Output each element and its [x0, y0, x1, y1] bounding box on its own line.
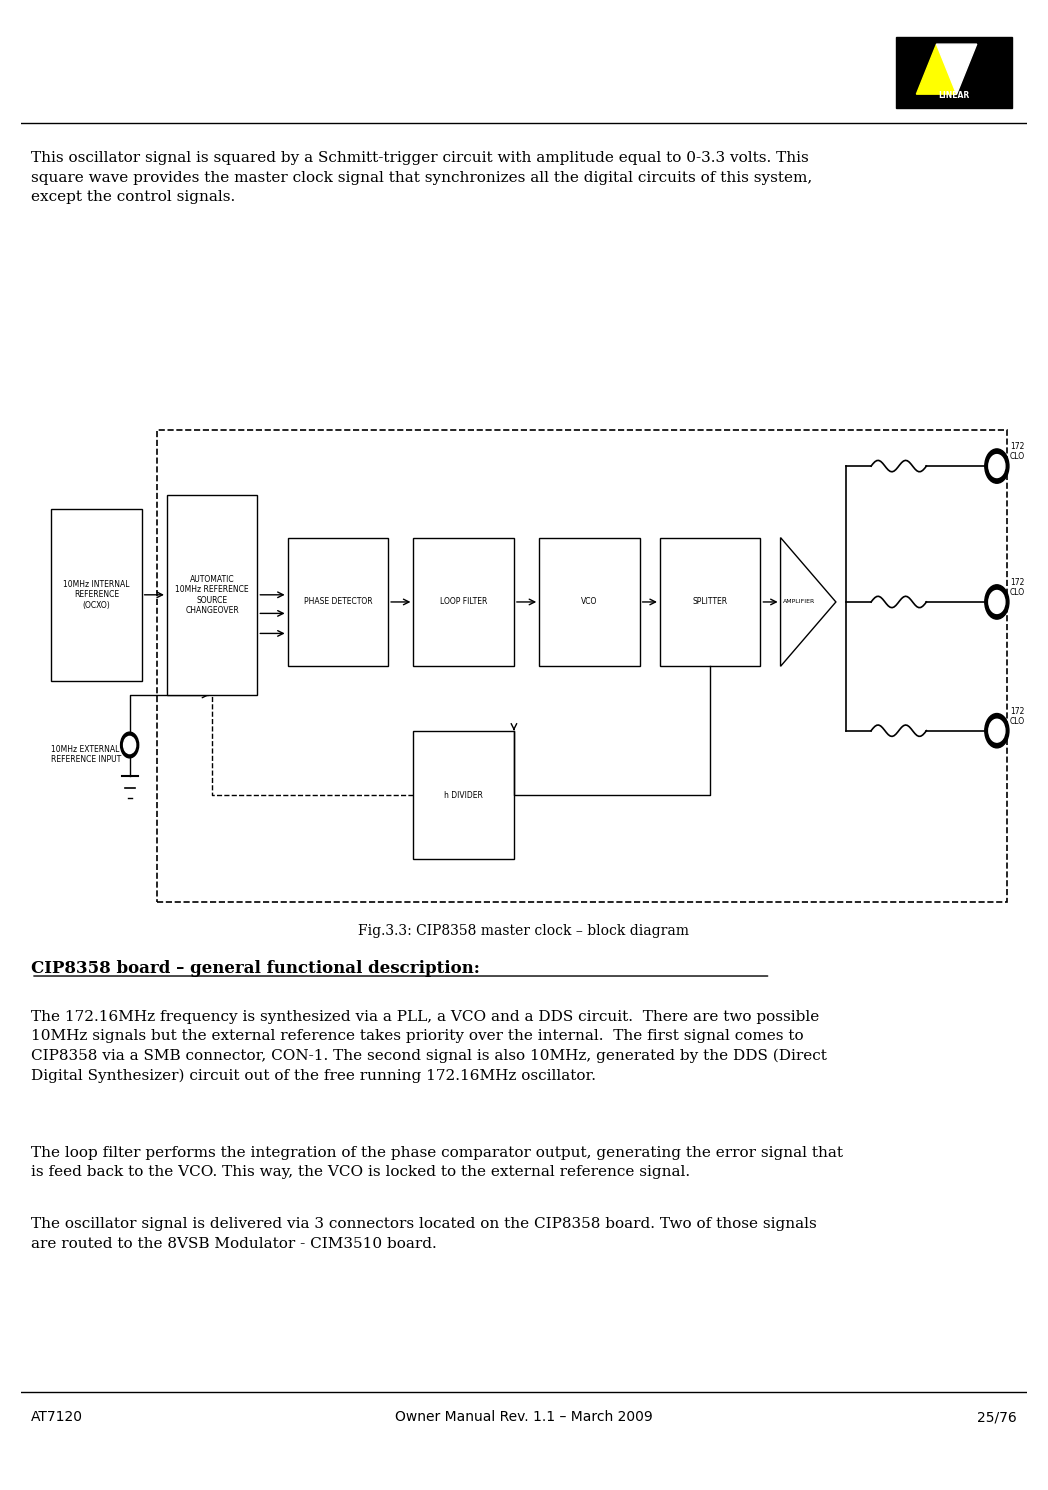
Text: The 172.16MHz frequency is synthesized via a PLL, a VCO and a DDS circuit.  Ther: The 172.16MHz frequency is synthesized v…	[31, 1010, 827, 1083]
Text: AT7120: AT7120	[31, 1410, 83, 1424]
Polygon shape	[937, 45, 977, 94]
Circle shape	[121, 732, 138, 758]
Circle shape	[989, 720, 1005, 742]
Text: PHASE DETECTOR: PHASE DETECTOR	[304, 597, 372, 606]
Text: Fig.3.3: CIP8358 master clock – block diagram: Fig.3.3: CIP8358 master clock – block di…	[358, 924, 690, 937]
Text: 10MHz EXTERNAL
REFERENCE INPUT: 10MHz EXTERNAL REFERENCE INPUT	[51, 745, 122, 764]
Text: LOOP FILTER: LOOP FILTER	[440, 597, 487, 606]
Bar	[51, 510, 141, 681]
Text: 25/76: 25/76	[977, 1410, 1017, 1424]
Text: 172
CLO: 172 CLO	[1010, 578, 1025, 597]
Circle shape	[985, 714, 1009, 748]
Text: Owner Manual Rev. 1.1 – March 2009: Owner Manual Rev. 1.1 – March 2009	[395, 1410, 653, 1424]
Bar	[660, 538, 761, 666]
Polygon shape	[916, 45, 957, 94]
Bar	[896, 37, 1012, 109]
Bar	[287, 538, 388, 666]
Bar	[539, 538, 639, 666]
Bar	[413, 730, 514, 860]
Bar	[167, 495, 258, 694]
Text: VCO: VCO	[582, 597, 597, 606]
Text: 10MHz INTERNAL
REFERENCE
(OCXO): 10MHz INTERNAL REFERENCE (OCXO)	[63, 580, 130, 609]
Circle shape	[989, 590, 1005, 614]
Text: CIP8358 board – general functional description:: CIP8358 board – general functional descr…	[31, 960, 480, 976]
Text: The oscillator signal is delivered via 3 connectors located on the CIP8358 board: The oscillator signal is delivered via 3…	[31, 1217, 816, 1250]
Text: AUTOMATIC
10MHz REFERENCE
SOURCE
CHANGEOVER: AUTOMATIC 10MHz REFERENCE SOURCE CHANGEO…	[175, 575, 249, 615]
Text: The loop filter performs the integration of the phase comparator output, generat: The loop filter performs the integration…	[31, 1146, 843, 1179]
Circle shape	[985, 584, 1009, 620]
Text: AMPLIFIER: AMPLIFIER	[783, 599, 815, 605]
Text: h DIVIDER: h DIVIDER	[444, 791, 483, 800]
Text: SPLITTER: SPLITTER	[693, 597, 727, 606]
Circle shape	[989, 454, 1005, 477]
Text: 172
CLO: 172 CLO	[1010, 706, 1025, 726]
Text: LINEAR: LINEAR	[938, 91, 969, 100]
Circle shape	[985, 448, 1009, 483]
Bar	[413, 538, 514, 666]
Polygon shape	[781, 538, 836, 666]
Text: 172
CLO: 172 CLO	[1010, 443, 1025, 462]
Circle shape	[124, 736, 135, 754]
Text: This oscillator signal is squared by a Schmitt-trigger circuit with amplitude eq: This oscillator signal is squared by a S…	[31, 152, 812, 204]
Bar	[157, 431, 1007, 903]
